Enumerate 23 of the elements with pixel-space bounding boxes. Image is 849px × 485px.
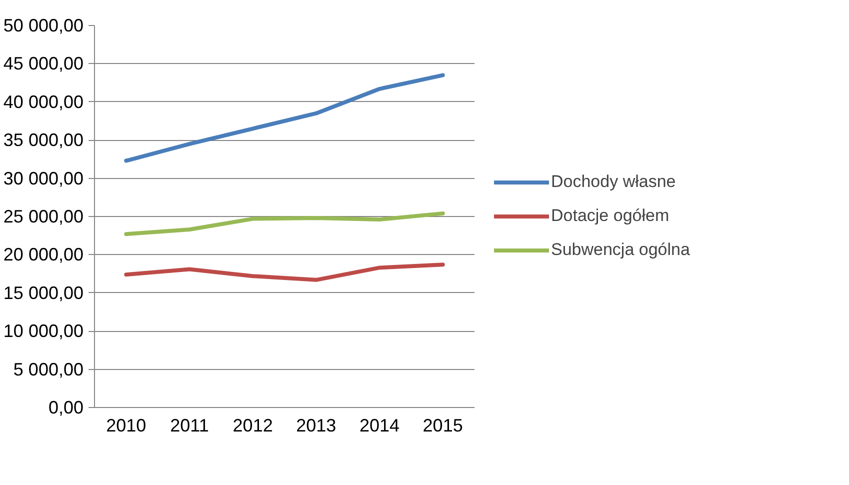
y-tick-label: 35 000,00 xyxy=(3,130,84,150)
y-tick-label: 20 000,00 xyxy=(3,244,84,265)
y-tick-label: 10 000,00 xyxy=(3,321,84,342)
line-series xyxy=(124,73,445,163)
legend-label: Dotacje ogółem xyxy=(551,206,670,226)
y-tick-label: 5 000,00 xyxy=(13,359,84,380)
x-tick-label: 2010 xyxy=(106,416,146,436)
line-series xyxy=(124,262,445,282)
x-tick-label: 2012 xyxy=(232,416,273,436)
y-tick-label: 25 000,00 xyxy=(3,206,84,226)
y-tick-label: 15 000,00 xyxy=(3,282,84,303)
y-tick-label: 0,00 xyxy=(48,398,84,418)
y-tick-label: 40 000,00 xyxy=(3,92,84,112)
line-series xyxy=(124,211,445,236)
y-tick-label: 45 000,00 xyxy=(3,54,84,74)
y-tick-label: 50 000,00 xyxy=(3,16,84,36)
x-tick-label: 2015 xyxy=(422,416,463,436)
legend-label: Dochody własne xyxy=(551,172,676,192)
y-tick-label: 30 000,00 xyxy=(3,168,84,188)
legend-label: Subwencja ogólna xyxy=(551,240,690,260)
x-tick-label: 2014 xyxy=(359,416,400,436)
x-tick-label: 2011 xyxy=(170,416,209,436)
x-tick-label: 2013 xyxy=(296,416,336,436)
